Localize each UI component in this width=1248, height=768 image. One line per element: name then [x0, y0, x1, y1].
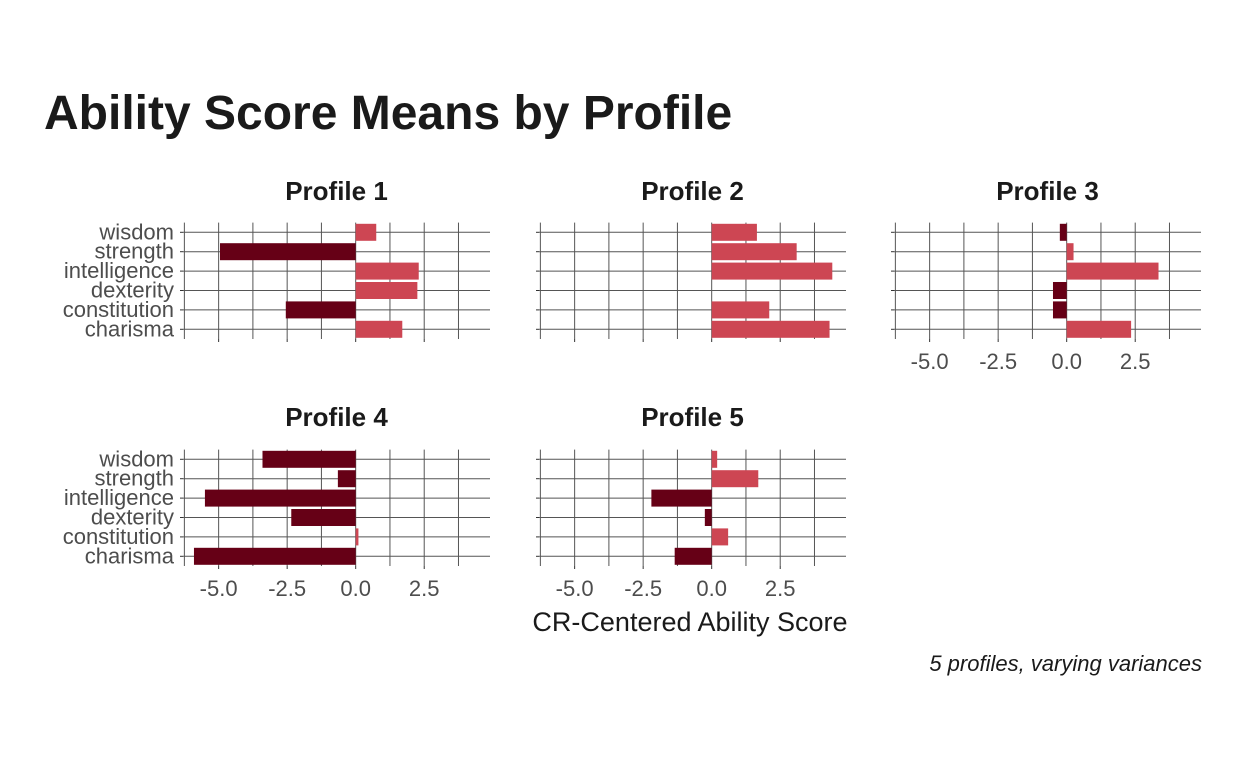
x-tick-label: 2.5	[1120, 349, 1151, 374]
bar-strength	[711, 470, 759, 488]
bar-intelligence	[355, 262, 419, 280]
bar-strength	[337, 470, 356, 488]
bar-charisma	[711, 320, 830, 338]
x-tick-label: 2.5	[409, 576, 440, 601]
y-tick-label: wisdom	[98, 219, 174, 244]
panel-title: Profile 3	[996, 176, 1099, 206]
bar-wisdom	[711, 450, 718, 468]
x-tick-label: -5.0	[200, 576, 238, 601]
x-tick-label: -5.0	[556, 576, 594, 601]
bar-constitution	[711, 528, 729, 546]
x-tick-label: -2.5	[268, 576, 306, 601]
bar-wisdom	[262, 450, 356, 468]
panel-2: Profile 2	[536, 176, 846, 342]
bar-constitution	[285, 301, 356, 319]
x-tick-label: 0.0	[340, 576, 371, 601]
bar-intelligence	[711, 262, 833, 280]
panel-3: Profile 3 -5.0 -2.5 0.0 2.5	[891, 176, 1201, 374]
bar-intelligence	[204, 489, 356, 507]
y-tick-label: constitution	[63, 524, 174, 549]
bar-charisma	[674, 547, 712, 565]
bar-charisma	[193, 547, 356, 565]
y-tick-label: intelligence	[64, 258, 174, 283]
bar-constitution	[355, 528, 359, 546]
y-tick-label: strength	[95, 466, 175, 491]
y-tick-label: dexterity	[91, 278, 174, 303]
y-tick-label: strength	[95, 239, 175, 264]
x-tick-label: 0.0	[1051, 349, 1082, 374]
bar-intelligence	[1066, 262, 1159, 280]
chart-caption: 5 profiles, varying variances	[929, 651, 1202, 676]
panel-4: Profile 4 charismaconstitutiondexterityin…	[63, 402, 490, 601]
chart-title: Ability Score Means by Profile	[44, 87, 732, 140]
y-tick-label: intelligence	[64, 485, 174, 510]
facet-panels: Profile 1charismaconstitutiondexterityin…	[63, 176, 1201, 601]
bar-charisma	[1066, 320, 1132, 338]
x-tick-label: -2.5	[979, 349, 1017, 374]
panel-title: Profile 4	[285, 402, 388, 432]
bar-dexterity	[355, 282, 418, 299]
panel-title: Profile 5	[641, 402, 744, 432]
panel-5: Profile 5 -5.0 -2.5 0.0 2.5	[536, 402, 846, 601]
y-tick-label: dexterity	[91, 505, 174, 530]
bar-charisma	[355, 320, 403, 338]
y-tick-label: wisdom	[98, 446, 174, 471]
x-tick-label: -2.5	[624, 576, 662, 601]
panel-title: Profile 2	[641, 176, 744, 206]
panel-title: Profile 1	[285, 176, 388, 206]
bar-intelligence	[651, 489, 712, 507]
bar-strength	[711, 243, 797, 261]
x-tick-label: 0.0	[696, 576, 727, 601]
bar-wisdom	[355, 223, 377, 241]
y-tick-label: charisma	[85, 543, 175, 568]
bar-dexterity	[1052, 282, 1067, 299]
x-tick-label: -5.0	[911, 349, 949, 374]
bar-dexterity	[704, 509, 712, 526]
bar-strength	[220, 243, 356, 261]
bar-dexterity	[291, 509, 356, 526]
y-tick-label: constitution	[63, 297, 174, 322]
bar-strength	[1066, 243, 1074, 261]
y-tick-label: charisma	[85, 316, 175, 341]
panel-1: Profile 1 charismaconstitutiondexterityin…	[63, 176, 490, 342]
x-tick-label: 2.5	[765, 576, 796, 601]
x-axis-label: CR-Centered Ability Score	[532, 607, 847, 637]
bar-wisdom	[711, 223, 757, 241]
bar-constitution	[1052, 301, 1067, 319]
bar-wisdom	[1059, 223, 1067, 241]
bar-constitution	[711, 301, 770, 319]
